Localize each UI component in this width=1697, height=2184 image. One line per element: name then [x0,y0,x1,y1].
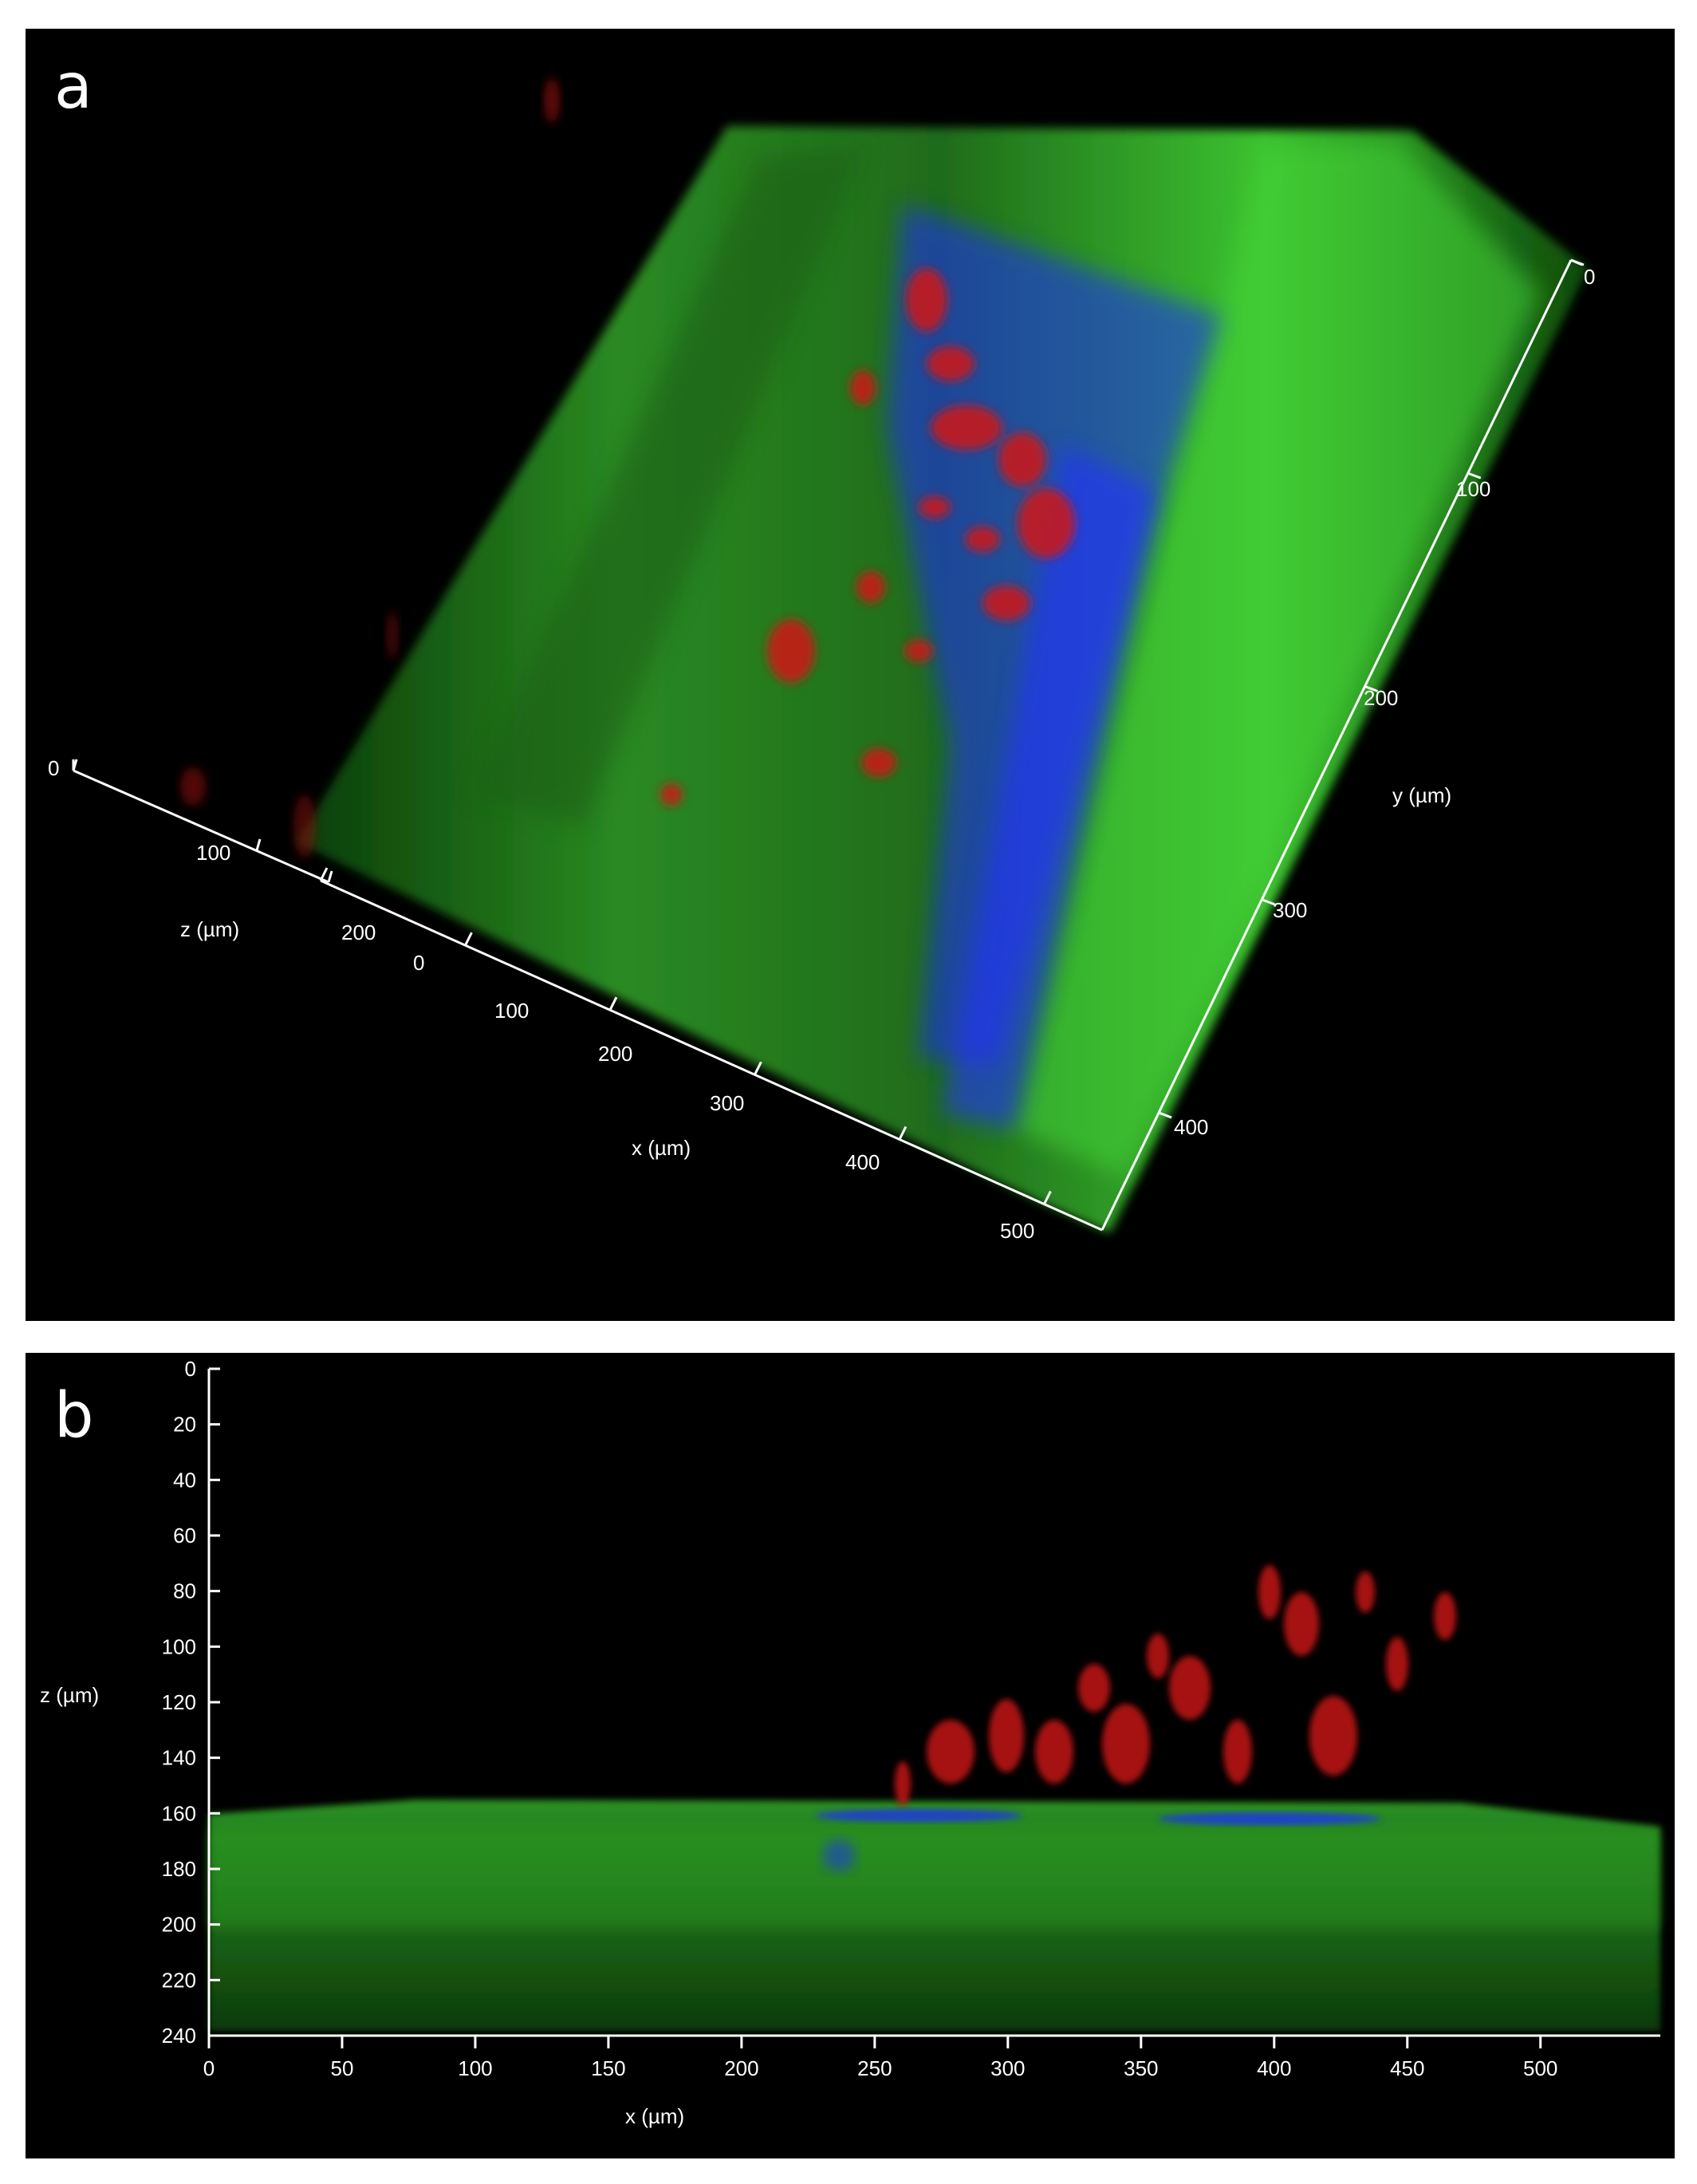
a-y-tick-label: 200 [1364,686,1398,710]
b-z-tick-label: 100 [162,1634,196,1658]
a-y-tick-mark [1261,898,1275,906]
a-y-tick-mark [1570,258,1585,266]
panel-b-svg: 0 20 40 60 80 100 120 140 160 180 200 220 240 0 50 100… [40,1357,1660,2128]
b-z-tick-label: 140 [162,1746,196,1770]
b-x-tick-label: 500 [1523,2056,1557,2080]
a-y-tick-mark [1467,471,1482,479]
a-x-tick-mark [608,996,618,1011]
b-z-tick-label: 180 [162,1857,196,1881]
a-x-tick-label: 200 [598,1042,632,1066]
b-x-axis-title: x (µm) [625,2104,684,2128]
b-x-tick-label: 0 [203,2056,215,2080]
panel-a-3d-view: 0 100 200 z (µm) 0 100 200 300 400 500 x… [26,29,1675,1321]
panel-b-label: b [54,1380,94,1452]
b-z-tick-label: 80 [173,1579,196,1603]
b-x-tick-label: 250 [857,2056,892,2080]
a-x-tick-mark [319,867,329,881]
a-x-tick-label: 500 [1000,1219,1034,1243]
a-y-tick-label: 100 [1456,477,1490,501]
a-x-tick-mark [1043,1190,1052,1205]
a-z-tick-label: 100 [196,841,230,865]
a-z-tick-mark [327,870,333,883]
b-x-tick-label: 300 [990,2056,1025,2080]
a-x-tick-label: 300 [710,1091,744,1115]
x-axis-line [320,879,1103,1232]
b-z-tick-label: 200 [162,1913,196,1937]
b-z-tick-label: 60 [173,1524,196,1547]
b-z-tick-label: 120 [162,1690,196,1714]
panel-a-label: a [54,51,93,123]
a-z-tick-label: 200 [341,921,376,944]
b-z-tick-label: 40 [173,1468,196,1492]
a-y-axis-title: y (µm) [1392,783,1451,807]
a-x-tick-mark [754,1061,762,1076]
tissue-volume [180,78,1589,1233]
b-z-axis-title: z (µm) [40,1683,99,1707]
b-z-tick-label: 240 [162,2024,196,2048]
b-z-tick-label: 220 [162,1968,196,1992]
a-x-axis-title: x (µm) [632,1136,691,1160]
b-x-tick-label: 350 [1124,2056,1158,2080]
a-y-tick-label: 300 [1273,898,1307,922]
b-x-tick-label: 150 [591,2056,625,2080]
a-z-tick-label: 0 [48,756,59,780]
a-x-tick-label: 100 [494,999,529,1023]
tissue-slab [209,1800,1660,2031]
a-z-axis-title: z (µm) [180,917,239,941]
panel-b-side-view: 0 20 40 60 80 100 120 140 160 180 200 220 240 0 50 100… [26,1353,1675,2158]
a-x-tick-label: 400 [845,1150,880,1174]
b-x-tick-label: 50 [331,2056,354,2080]
a-y-tick-mark [1364,685,1379,692]
b-z-tick-label: 160 [162,1801,196,1825]
a-z-tick-mark [72,759,78,771]
panel-a-axes [72,258,1583,1232]
a-y-tick-label: 400 [1174,1115,1208,1139]
a-z-tick-mark [255,838,262,851]
b-x-tick-label: 400 [1257,2056,1291,2080]
z-axis-line [73,769,329,884]
y-axis-line [1100,259,1573,1231]
a-x-tick-label: 0 [413,951,424,975]
panel-a-svg: 0 100 200 z (µm) 0 100 200 300 400 500 x… [48,78,1595,1243]
a-x-tick-mark [898,1126,908,1141]
b-z-tick-label: 20 [173,1413,196,1437]
b-x-tick-label: 200 [724,2056,758,2080]
a-x-tick-mark [464,932,473,946]
b-z-tick-label: 0 [185,1357,196,1381]
red-signal [895,1565,1456,1806]
b-x-tick-label: 100 [458,2056,492,2080]
a-y-tick-mark [1158,1111,1172,1119]
b-x-tick-label: 450 [1390,2056,1424,2080]
a-y-tick-label: 0 [1584,265,1595,289]
